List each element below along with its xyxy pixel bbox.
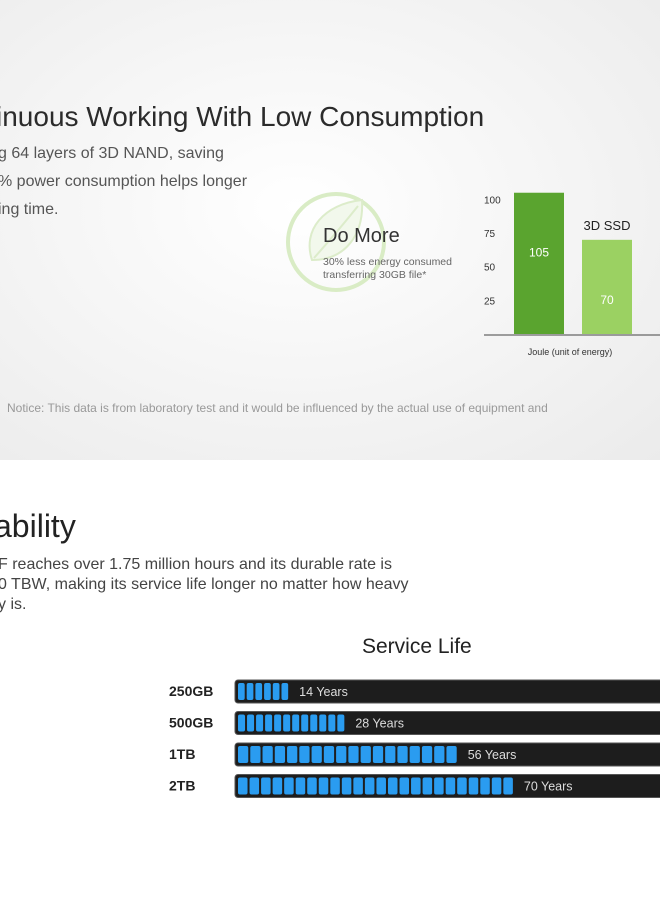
life-bar-segment [299,746,310,763]
life-bar-segment [287,746,298,763]
life-bar-segment [318,777,329,795]
life-bar-segment [256,714,264,732]
life-bar-segment [397,746,408,763]
life-bar-segment [292,714,300,732]
y-tick-label: 50 [484,263,496,274]
life-bar-segment [387,777,398,795]
durability-line-3: y is. [0,596,27,613]
service-life-chart: 250GB 14 Years 500GB 28 Years 1TB 56 Years 2TB… [169,679,660,798]
energy-bar [514,192,564,334]
life-bar-segment [434,777,444,795]
life-bar-segment [301,714,309,732]
life-bar-segment [503,777,513,795]
life-bar-segment [307,777,317,795]
life-bar-segment [238,683,245,700]
bar-value-label: 70 [600,293,614,307]
description-line-1: g 64 layers of 3D NAND, saving [0,145,224,162]
life-bar-segment [491,777,502,795]
life-bar-segment [336,746,347,763]
life-bar-segment [385,746,396,763]
life-bar-segment [283,714,291,732]
life-bar-segment [250,746,261,763]
description-line-2: % power consumption helps longer [0,173,248,190]
section-title: inuous Working With Low Consumption [0,101,485,132]
life-bar-segment [310,714,318,732]
capacity-label: 1TB [169,746,195,762]
life-bar-segment [330,777,340,795]
y-tick-label: 100 [484,195,501,206]
do-more-subtext: 30% less energy consumed transferring 30… [323,256,473,282]
life-bar-segment [446,746,457,763]
life-bar-segment [376,777,386,795]
life-bar-segment [319,714,327,732]
life-bar-segment [434,746,445,763]
durability-line-1: F reaches over 1.75 million hours and it… [0,556,392,573]
life-bar-segment [421,746,433,763]
capacity-label: 500GB [169,715,213,731]
life-bar-segment [348,746,359,763]
life-bar-segment [238,777,248,795]
life-bar-segment [262,746,273,763]
life-bar-segment [272,683,280,700]
life-bar-segment [399,777,410,795]
energy-bar [582,239,632,334]
life-bar-segment [255,683,263,700]
low-consumption-section: inuous Working With Low Consumption g 64… [0,0,660,460]
y-tick-label: 25 [484,296,496,307]
bar-category-label: 3D SSD [584,218,631,233]
life-bar-segment [337,714,345,732]
life-bar-segment [249,777,260,795]
life-bar-segment [247,714,255,732]
life-bar-segment [353,777,363,795]
life-bar-track [234,679,660,704]
life-value-label: 28 Years [355,717,404,731]
energy-bar-chart: 25 50 75 100 105 70 3D SSD Joule (unit of energ… [484,192,660,357]
life-bar-segment [468,777,479,795]
life-bar-segment [409,746,420,763]
life-value-label: 14 Years [299,685,348,699]
life-bar-segment [238,746,249,763]
description-line-3: ing time. [0,201,59,218]
life-bar-segment [360,746,371,763]
service-life-title: Service Life [362,635,472,658]
capacity-label: 2TB [169,778,195,794]
life-bar-segment [295,777,306,795]
life-bar-segment [264,683,271,700]
bar-value-label: 105 [529,246,549,260]
do-more-subtext-line-1: 30% less energy consumed [323,256,452,268]
do-more-subtext-line-2: transferring 30GB file* [323,269,427,281]
life-bar-segment [411,777,421,795]
leaf-icon [286,192,386,292]
life-bar-segment [238,714,246,732]
life-bar-segment [311,746,322,763]
life-bar-segment [274,714,282,732]
life-bar-segment [457,777,467,795]
life-bar-segment [341,777,352,795]
life-bar-segment [284,777,294,795]
life-bar-segment [422,777,433,795]
life-bar-segment [445,777,456,795]
life-bar-segment [246,683,254,700]
durability-title: ability [0,508,76,544]
durability-line-2: 0 TBW, making its service life longer no… [0,576,409,593]
life-bar-segment [272,777,283,795]
life-bar-segment [372,746,384,763]
life-bar-segment [274,746,286,763]
life-bar-segment [261,777,271,795]
capacity-label: 250GB [169,683,213,699]
x-axis-label: Joule (unit of energy) [528,347,613,357]
life-bar-segment [364,777,375,795]
do-more-heading: Do More [323,225,400,247]
life-bar-segment [281,683,289,700]
notice-text: Notice: This data is from laboratory tes… [7,401,548,415]
life-bar-segment [480,777,490,795]
life-bar-segment [323,746,335,763]
life-value-label: 70 Years [524,780,573,794]
life-value-label: 56 Years [468,748,517,762]
life-bar-segment [265,714,273,732]
y-tick-label: 75 [484,229,496,240]
life-bar-segment [328,714,336,732]
